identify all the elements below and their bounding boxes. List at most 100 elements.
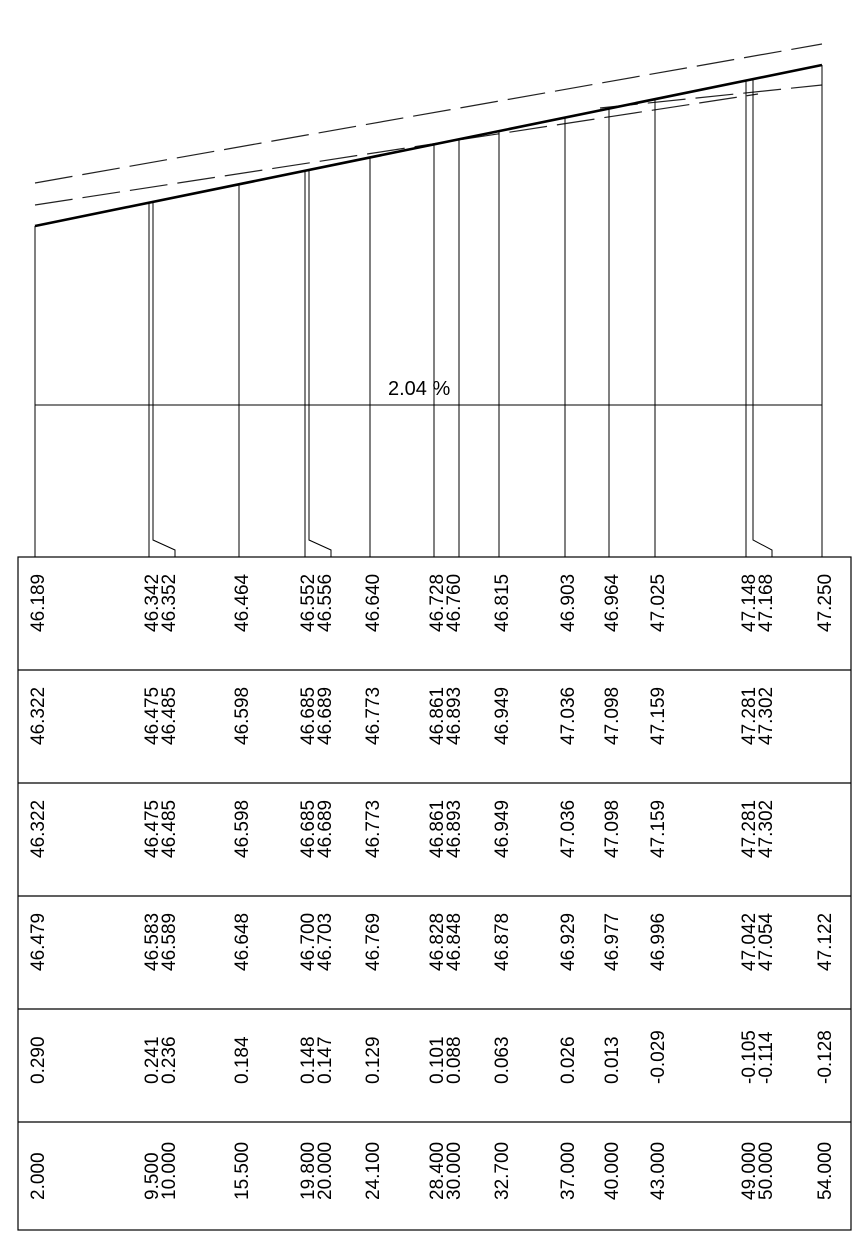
table-cell: 46.689 <box>315 687 336 745</box>
table-cell: 20.000 <box>315 1142 336 1200</box>
table-cell: 46.589 <box>159 913 180 971</box>
table-cell: 0.101 <box>427 1036 448 1084</box>
table-cell: 47.159 <box>648 687 669 745</box>
table-cell: 0.063 <box>492 1036 513 1084</box>
table-cell: -0.128 <box>815 1030 836 1084</box>
table-cell: 40.000 <box>602 1142 623 1200</box>
dashed-line-upper <box>34 43 823 184</box>
table-cell: 46.598 <box>232 800 253 858</box>
table-cell: 46.949 <box>492 687 513 745</box>
table-cell: 47.025 <box>648 574 669 632</box>
table-cell: 46.861 <box>427 687 448 745</box>
table-cell: 37.000 <box>558 1142 579 1200</box>
table-cell: 47.250 <box>815 574 836 632</box>
table-cell: 46.685 <box>298 800 319 858</box>
table-cell: 54.000 <box>815 1142 836 1200</box>
table-cell: 0.026 <box>558 1036 579 1084</box>
table-cell: 0.088 <box>444 1036 465 1084</box>
table-cell: 47.159 <box>648 800 669 858</box>
table-cell: 10.000 <box>159 1142 180 1200</box>
table-cell: 46.977 <box>602 913 623 971</box>
table-cell: 46.598 <box>232 687 253 745</box>
table-cell: 46.964 <box>602 573 623 632</box>
table-cell: 0.013 <box>602 1036 623 1084</box>
station-line <box>752 79 773 557</box>
table-cell: -0.029 <box>648 1030 669 1084</box>
table-cell: 47.281 <box>739 800 760 858</box>
table-cell: 49.000 <box>739 1142 760 1200</box>
station-lines <box>34 65 823 557</box>
table-cell: 0.290 <box>28 1036 49 1084</box>
table-cell: 46.322 <box>28 687 49 745</box>
table-cell: -0.105 <box>739 1030 760 1084</box>
table-cell: 47.148 <box>739 574 760 632</box>
table-cell: 46.949 <box>492 800 513 858</box>
station-line <box>152 201 176 557</box>
table-cell: 0.148 <box>298 1036 319 1084</box>
table-cell: 46.485 <box>159 800 180 858</box>
table-cell: 46.861 <box>427 800 448 858</box>
table-cell: 46.479 <box>28 913 49 971</box>
grade-label: 2.04 % <box>388 378 450 400</box>
table-cell: 46.703 <box>315 913 336 971</box>
table-cell: 46.769 <box>363 913 384 971</box>
data-table-frame <box>17 556 852 1231</box>
table-cell: 46.728 <box>427 574 448 632</box>
table-cell: 30.000 <box>444 1142 465 1200</box>
table-cell: 47.281 <box>739 687 760 745</box>
table-cell: 50.000 <box>756 1142 777 1200</box>
table-cell: 46.342 <box>142 574 163 632</box>
table-cell: 0.241 <box>142 1036 163 1084</box>
table-cell: 46.929 <box>558 913 579 971</box>
table-cell: 9.500 <box>142 1152 163 1200</box>
table-cell: 46.848 <box>444 913 465 971</box>
table-cell: 46.996 <box>648 913 669 971</box>
table-cell: 46.815 <box>492 574 513 632</box>
table-cell: 46.648 <box>232 913 253 971</box>
table-cell: 46.773 <box>363 687 384 745</box>
table-cell: 47.098 <box>602 687 623 745</box>
table-cell: 47.036 <box>558 800 579 858</box>
table-cell: 47.054 <box>756 912 777 971</box>
table-cell: 46.583 <box>142 913 163 971</box>
table-cell: 0.129 <box>363 1036 384 1084</box>
table-cell: 46.893 <box>444 687 465 745</box>
table-cell: 0.236 <box>159 1036 180 1084</box>
table-cell: 46.352 <box>159 574 180 632</box>
table-cell: 46.689 <box>315 800 336 858</box>
table-cell: 24.100 <box>363 1142 384 1200</box>
table-cell: 46.475 <box>142 800 163 858</box>
table-cell: 47.098 <box>602 800 623 858</box>
table-cell: 46.903 <box>558 574 579 632</box>
table-border <box>17 556 852 1231</box>
table-cell: 0.147 <box>315 1036 336 1084</box>
table-cell: 2.000 <box>28 1152 49 1200</box>
table-cell: 28.400 <box>427 1142 448 1200</box>
table-cell: 46.475 <box>142 687 163 745</box>
table-cell: 46.760 <box>444 574 465 632</box>
table-cell: -0.114 <box>756 1031 777 1084</box>
table-cell: 46.464 <box>232 573 253 632</box>
table-cell: 47.168 <box>756 574 777 632</box>
table-cell: 46.322 <box>28 800 49 858</box>
table-cell: 46.878 <box>492 913 513 971</box>
table-cell: 46.640 <box>363 574 384 632</box>
table-cell: 46.556 <box>315 574 336 632</box>
table-cell: 46.828 <box>427 913 448 971</box>
table-cell: 0.184 <box>232 1036 253 1084</box>
table-cell: 32.700 <box>492 1142 513 1200</box>
table-cell: 46.773 <box>363 800 384 858</box>
table-cell: 47.042 <box>739 913 760 971</box>
table-cell: 47.036 <box>558 687 579 745</box>
table-cell: 47.122 <box>815 913 836 971</box>
table-cell: 46.685 <box>298 687 319 745</box>
table-cell: 19.800 <box>298 1142 319 1200</box>
table-cell: 43.000 <box>648 1142 669 1200</box>
table-cell: 46.700 <box>298 913 319 971</box>
table-cell: 46.552 <box>298 574 319 632</box>
table-cell: 46.485 <box>159 687 180 745</box>
table-cell: 47.302 <box>756 687 777 745</box>
table-cell: 47.302 <box>756 800 777 858</box>
